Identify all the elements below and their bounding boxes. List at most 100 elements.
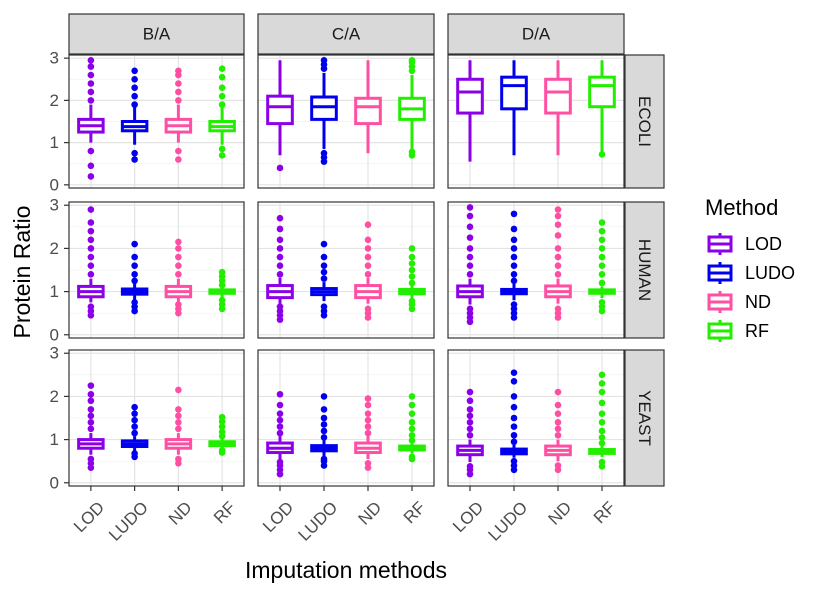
box-ludo bbox=[120, 403, 149, 461]
outlier-point bbox=[175, 271, 182, 278]
y-tick-label: 2 bbox=[50, 91, 59, 110]
outlier-point bbox=[364, 271, 372, 278]
outlier-point bbox=[510, 393, 518, 400]
outlier-point bbox=[364, 395, 372, 402]
outlier-point bbox=[87, 97, 95, 104]
box-nd bbox=[164, 67, 193, 163]
outlier-point bbox=[87, 406, 95, 413]
outlier-point bbox=[276, 262, 284, 269]
outlier-point bbox=[131, 271, 138, 278]
outlier-point bbox=[276, 401, 284, 409]
box-ludo bbox=[500, 210, 528, 321]
outlier-point bbox=[87, 245, 95, 252]
outlier-point bbox=[131, 240, 138, 248]
x-tick-label: ND bbox=[355, 498, 386, 529]
outlier-point bbox=[408, 279, 416, 287]
x-tick-label: LOD bbox=[259, 498, 297, 536]
y-tick-label: 1 bbox=[50, 282, 59, 301]
y-axis-title: Protein Ratio bbox=[9, 206, 35, 339]
outlier-point bbox=[131, 299, 138, 306]
box-rf bbox=[398, 245, 426, 313]
box-rf bbox=[208, 268, 236, 313]
outlier-point bbox=[554, 410, 562, 417]
outlier-point bbox=[510, 414, 518, 422]
outlier-point bbox=[554, 419, 562, 426]
x-tick-label: LUDO bbox=[484, 498, 531, 545]
y-tick-label: 3 bbox=[50, 49, 59, 68]
outlier-point bbox=[466, 406, 474, 413]
outlier-point bbox=[87, 390, 95, 398]
row-strip-yeast: YEAST bbox=[624, 349, 665, 487]
outlier-point bbox=[175, 406, 182, 413]
y-tick-label: 1 bbox=[50, 430, 59, 449]
outlier-point bbox=[87, 219, 95, 226]
box-nd bbox=[544, 388, 572, 474]
outlier-point bbox=[510, 210, 518, 218]
outlier-point bbox=[218, 423, 226, 430]
outlier-point bbox=[554, 262, 562, 269]
outlier-point bbox=[510, 225, 518, 233]
outlier-point bbox=[598, 380, 606, 387]
outlier-point bbox=[276, 214, 284, 222]
panel-border bbox=[257, 54, 435, 189]
strip-background bbox=[624, 54, 665, 189]
outlier-point bbox=[320, 455, 328, 463]
panel-border bbox=[447, 201, 625, 339]
outlier-point bbox=[364, 221, 372, 228]
outlier-point bbox=[276, 416, 284, 424]
outlier-point bbox=[131, 75, 138, 83]
outlier-point bbox=[364, 416, 372, 424]
outlier-point bbox=[175, 67, 182, 75]
outlier-point bbox=[510, 431, 518, 439]
outlier-point bbox=[276, 236, 284, 244]
legend-entry-lod: LOD bbox=[707, 233, 782, 255]
outlier-point bbox=[466, 253, 474, 261]
box-iqr bbox=[266, 94, 294, 126]
panel-border bbox=[257, 349, 435, 487]
panel-b-a-human bbox=[68, 201, 245, 339]
outlier-point bbox=[87, 80, 95, 87]
outlier-point bbox=[131, 450, 138, 457]
strip-background bbox=[68, 13, 245, 55]
outlier-point bbox=[598, 458, 606, 466]
legend-entry-ludo: LUDO bbox=[707, 262, 795, 284]
box-nd bbox=[544, 206, 572, 321]
outlier-point bbox=[466, 204, 474, 211]
outlier-point bbox=[218, 268, 226, 276]
outlier-point bbox=[598, 388, 606, 396]
outlier-point bbox=[408, 437, 416, 444]
outlier-point bbox=[131, 92, 138, 100]
outlier-point bbox=[131, 410, 138, 417]
legend: Method LOD LUDO ND RF bbox=[705, 195, 795, 342]
outlier-point bbox=[131, 403, 138, 411]
outlier-point bbox=[466, 234, 474, 241]
outlier-point bbox=[320, 434, 328, 441]
box-nd bbox=[544, 60, 572, 156]
box-lod bbox=[77, 206, 105, 319]
outlier-point bbox=[218, 84, 226, 92]
outlier-point bbox=[554, 462, 562, 469]
outlier-point bbox=[510, 423, 518, 430]
outlier-point bbox=[598, 410, 606, 417]
box-rf bbox=[588, 371, 616, 470]
outlier-point bbox=[320, 268, 328, 276]
outlier-point bbox=[554, 232, 562, 239]
outlier-point bbox=[87, 397, 95, 405]
strip-background bbox=[624, 349, 665, 487]
outlier-point bbox=[175, 455, 182, 463]
box-lod bbox=[266, 60, 294, 172]
outlier-point bbox=[510, 438, 518, 446]
box-iqr bbox=[544, 77, 572, 115]
box-rf bbox=[588, 60, 616, 158]
panel-d-a-ecoli bbox=[447, 54, 625, 189]
legend-entry-rf: RF bbox=[707, 320, 769, 342]
strip-background bbox=[624, 201, 665, 339]
outlier-point bbox=[510, 369, 518, 376]
outlier-point bbox=[466, 412, 474, 420]
box-nd bbox=[354, 395, 382, 471]
outlier-point bbox=[175, 88, 182, 96]
outlier-point bbox=[320, 303, 328, 310]
outlier-point bbox=[218, 151, 226, 159]
outlier-point bbox=[510, 236, 518, 244]
legend-entry-label: RF bbox=[745, 321, 769, 341]
